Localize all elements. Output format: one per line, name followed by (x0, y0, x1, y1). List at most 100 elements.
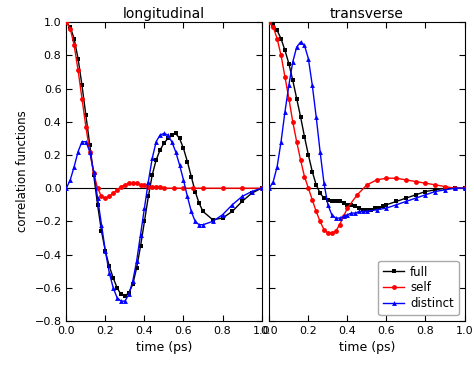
full (317, 191, 323, 196)
distinct (333, 216, 338, 220)
distinct (210, 219, 216, 224)
full (71, 37, 77, 41)
distinct (146, 179, 151, 184)
distinct (99, 223, 104, 227)
distinct (290, 60, 296, 64)
distinct (149, 156, 155, 161)
distinct (301, 43, 307, 48)
distinct (345, 213, 350, 217)
full (95, 203, 100, 207)
full (290, 78, 296, 83)
self (270, 25, 276, 29)
distinct (383, 206, 389, 210)
distinct (341, 214, 346, 218)
self (102, 196, 108, 200)
distinct (153, 139, 159, 144)
full (348, 203, 354, 207)
Line: self: self (64, 20, 264, 201)
full (270, 23, 276, 28)
full (352, 204, 358, 209)
distinct (325, 203, 331, 207)
full (274, 28, 280, 33)
full (452, 186, 457, 190)
Y-axis label: correlation functions: correlation functions (16, 111, 29, 232)
self (137, 183, 143, 187)
self (114, 187, 120, 192)
self (274, 37, 280, 41)
distinct (442, 187, 448, 192)
self (432, 183, 438, 187)
distinct (249, 189, 255, 194)
Line: distinct: distinct (64, 131, 264, 304)
full (196, 201, 202, 205)
distinct (352, 211, 358, 215)
distinct (137, 232, 143, 237)
self (161, 186, 167, 190)
distinct (329, 213, 335, 217)
Line: distinct: distinct (267, 39, 467, 221)
distinct (310, 83, 315, 87)
self (442, 184, 448, 189)
self (99, 194, 104, 199)
self (413, 179, 419, 184)
full (210, 217, 216, 222)
self (383, 176, 389, 180)
full (298, 114, 303, 119)
self (452, 186, 457, 190)
full (122, 294, 128, 298)
self (95, 186, 100, 190)
self (149, 184, 155, 189)
self (107, 194, 112, 199)
full (157, 148, 163, 152)
distinct (169, 139, 174, 144)
distinct (274, 165, 280, 169)
self (403, 177, 409, 182)
Title: longitudinal: longitudinal (123, 7, 205, 21)
full (192, 189, 198, 194)
self (333, 229, 338, 234)
distinct (286, 83, 292, 87)
self (355, 193, 360, 197)
self (142, 183, 147, 187)
full (79, 83, 85, 87)
full (64, 20, 69, 24)
full (142, 219, 147, 224)
full (432, 187, 438, 192)
full (130, 282, 136, 287)
self (79, 96, 85, 101)
full (169, 133, 174, 137)
distinct (110, 286, 116, 290)
distinct (278, 139, 284, 144)
full (360, 207, 366, 212)
distinct (259, 186, 264, 190)
full (153, 158, 159, 162)
self (157, 184, 163, 189)
distinct (126, 292, 132, 297)
X-axis label: time (ps): time (ps) (339, 341, 395, 355)
full (146, 194, 151, 199)
Line: self: self (267, 20, 467, 235)
full (306, 153, 311, 157)
self (393, 176, 399, 180)
self (341, 214, 346, 218)
distinct (462, 186, 467, 190)
distinct (282, 110, 288, 114)
full (75, 56, 81, 61)
distinct (192, 219, 198, 224)
self (364, 183, 370, 187)
self (345, 206, 350, 210)
distinct (83, 139, 89, 144)
self (329, 231, 335, 235)
distinct (348, 211, 354, 215)
distinct (413, 196, 419, 200)
full (126, 291, 132, 295)
full (134, 266, 139, 270)
full (114, 286, 120, 290)
distinct (134, 259, 139, 263)
self (91, 171, 97, 176)
full (149, 173, 155, 177)
distinct (71, 165, 77, 169)
full (91, 173, 97, 177)
distinct (229, 203, 235, 207)
distinct (294, 45, 300, 49)
